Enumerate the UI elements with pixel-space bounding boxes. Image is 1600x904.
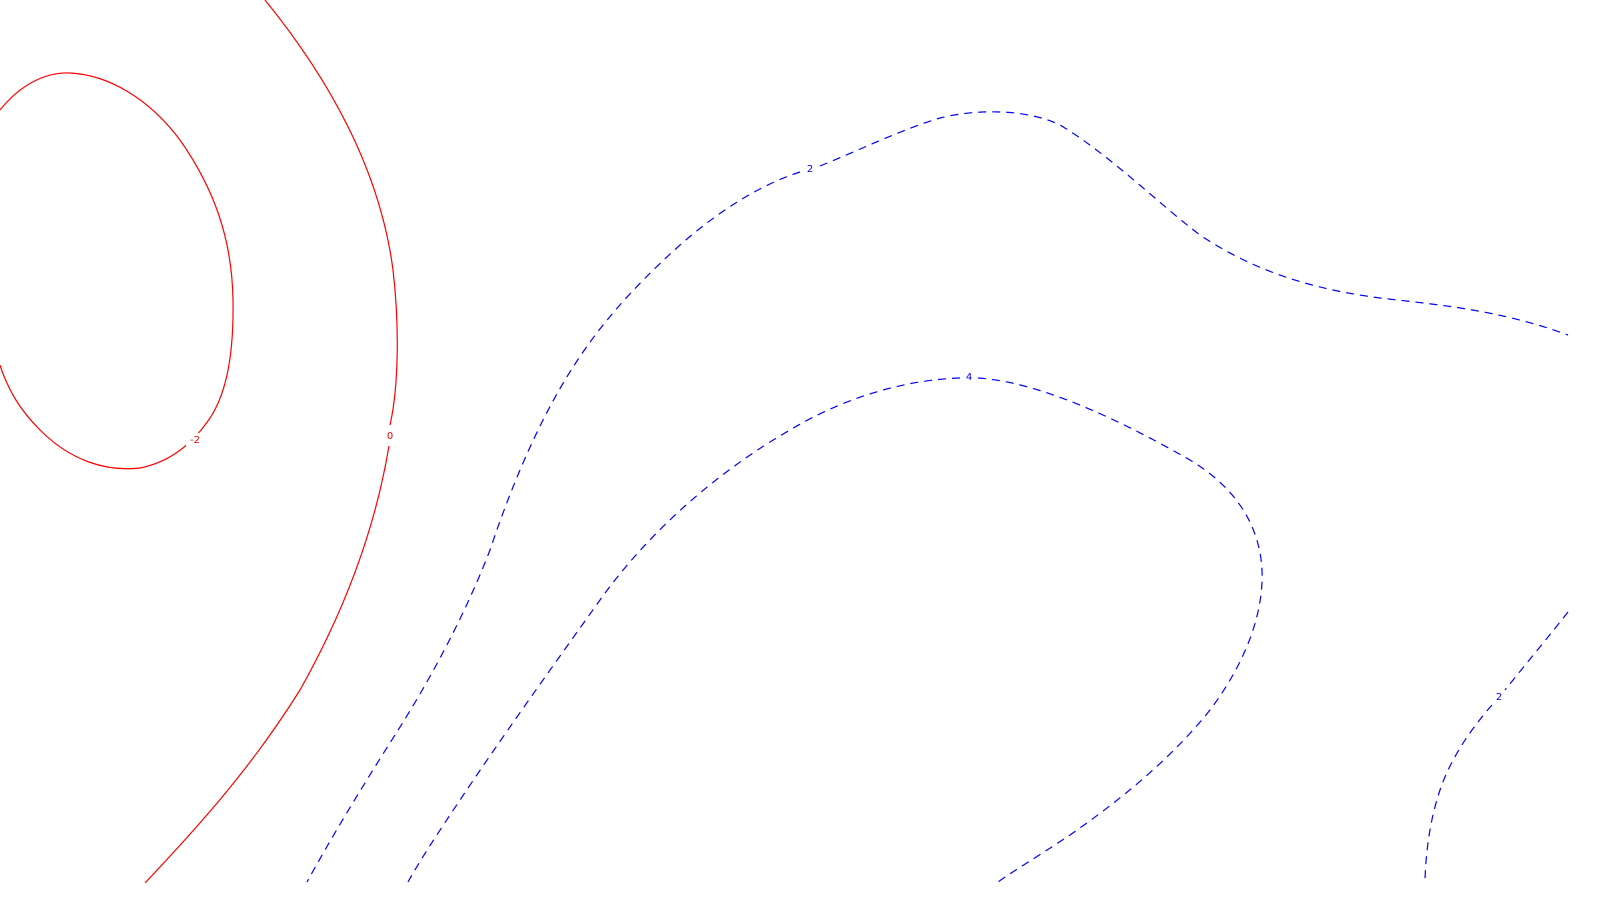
contour-label-red-inner: -2 bbox=[190, 435, 200, 446]
contour-line-red-inner bbox=[0, 72, 234, 470]
contour-label-blue-upper: 2 bbox=[807, 164, 813, 175]
contour-label-blue-middle: 4 bbox=[966, 372, 972, 383]
contour-label-blue-corner: 2 bbox=[1496, 692, 1502, 703]
contour-line-red-outer-lower bbox=[144, 445, 390, 884]
contour-line-red-outer bbox=[264, 0, 398, 426]
contour-line-blue-middle-left bbox=[407, 377, 961, 883]
contour-line-blue-upper-right bbox=[819, 111, 1569, 336]
contour-line-blue-upper bbox=[306, 171, 801, 883]
label-mask bbox=[186, 433, 204, 446]
contour-line-blue-middle-right bbox=[977, 377, 1263, 883]
contour-line-blue-corner-upper bbox=[1504, 611, 1569, 691]
contour-line-blue-corner-lower bbox=[1424, 704, 1493, 881]
contour-label-red-outer: 0 bbox=[387, 431, 393, 442]
